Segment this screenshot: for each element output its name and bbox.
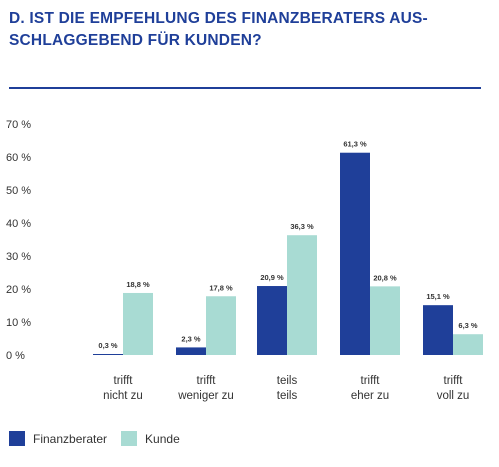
bar-finanzberater (176, 347, 206, 355)
bar-kunde (123, 292, 153, 355)
data-label: 61,3 % (343, 140, 367, 149)
legend-label-finanzberater: Finanzberater (33, 431, 108, 446)
x-category-label: trifft (444, 375, 464, 387)
y-tick-label: 40 % (6, 218, 31, 230)
data-label: 0,3 % (98, 341, 118, 350)
x-category-label: nicht zu (103, 390, 143, 402)
chart-title-line-2: SCHLAGGEBEND FÜR KUNDEN? (9, 32, 262, 49)
y-tick-label: 10 % (6, 317, 31, 329)
legend-swatch-kunde (121, 431, 138, 446)
data-label: 6,3 % (458, 321, 478, 330)
y-tick-label: 70 % (6, 119, 31, 131)
x-category-label: eher zu (351, 390, 389, 402)
data-label: 15,1 % (426, 292, 450, 301)
legend-swatch-finanzberater (9, 431, 25, 446)
data-label: 18,8 % (126, 280, 150, 289)
bar-kunde (206, 296, 236, 355)
x-category-label: trifft (114, 375, 134, 387)
data-label: 2,3 % (181, 334, 201, 343)
x-category-label: trifft (361, 375, 381, 387)
bar-chart: 0 % 10 % 20 % 30 % 40 % 50 % 60 % 70 % 0,3 % 2,3 … (6, 119, 483, 402)
bar-kunde (370, 286, 400, 355)
data-label: 20,8 % (373, 273, 397, 282)
data-label: 17,8 % (209, 283, 233, 292)
legend-label-kunde: Kunde (145, 431, 180, 446)
bar-kunde (453, 334, 483, 355)
bar-finanzberater (340, 152, 370, 355)
bar-finanzberater (93, 354, 123, 355)
x-category-label: trifft (197, 375, 217, 387)
x-category-label: teils (277, 390, 298, 402)
y-tick-label: 0 % (6, 350, 25, 362)
data-label: 36,3 % (290, 222, 314, 231)
x-category-label: weniger zu (177, 390, 234, 402)
x-category-label: voll zu (437, 390, 470, 402)
bar-finanzberater (423, 305, 453, 355)
legend: Finanzberater Kunde (9, 431, 194, 446)
y-tick-label: 20 % (6, 284, 31, 296)
legend-item-finanzberater: Finanzberater (9, 431, 107, 446)
chart-title-line-1: D. IST DIE EMPFEHLUNG DES FINANZBERATERS… (9, 10, 428, 27)
x-category-label: teils (277, 375, 298, 387)
data-label: 20,9 % (260, 273, 284, 282)
y-tick-label: 50 % (6, 185, 31, 197)
legend-item-kunde: Kunde (121, 431, 180, 446)
y-tick-label: 60 % (6, 152, 31, 164)
bar-kunde (287, 235, 317, 355)
chart-title: D. IST DIE EMPFEHLUNG DES FINANZBERATERS… (9, 8, 479, 52)
y-tick-label: 30 % (6, 251, 31, 263)
title-divider (9, 87, 481, 89)
bar-finanzberater (257, 286, 287, 355)
